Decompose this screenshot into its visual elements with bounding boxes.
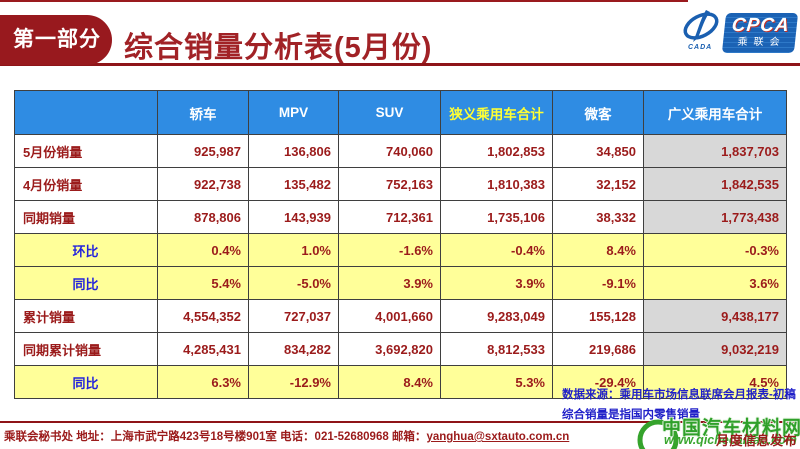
table-cell: 8.4% (338, 365, 441, 399)
table-cell: 32,152 (552, 167, 644, 201)
page-title: 综合销量分析表(5月份) (124, 32, 433, 64)
table-cell: 752,163 (338, 167, 441, 201)
table-cell: 9,283,049 (440, 299, 553, 333)
table-cell: 9,032,219 (643, 332, 787, 366)
table-cell: 5.4% (157, 266, 249, 300)
site-watermark: 中国汽车材料网 www.qichecailiao.com (632, 408, 800, 449)
watermark-site-url: www.qichecailiao.com (664, 433, 797, 447)
table-cell: 1.0% (248, 233, 339, 267)
column-header: 广义乘用车合计 (643, 90, 787, 135)
table-cell: -1.6% (338, 233, 441, 267)
section-badge: 第一部分 (0, 15, 112, 65)
cpca-logo-chinese: 乘联会 (736, 37, 787, 48)
cpca-logo-box: CPCA 乘联会 (721, 13, 799, 53)
column-header: MPV (248, 90, 339, 135)
cada-swoosh-icon (683, 10, 719, 42)
column-header: SUV (338, 90, 441, 135)
watermark-q-icon (637, 419, 680, 449)
row-label: 同期累计销量 (14, 332, 158, 366)
column-header: 微客 (552, 90, 644, 135)
table-cell: -29.4% (552, 365, 644, 399)
table-cell: 155,128 (552, 299, 644, 333)
data-source-line2: 综合销量是指国内零售销量 (562, 408, 700, 421)
table-cell: 1,773,438 (643, 200, 787, 234)
table-cell: 8,812,533 (440, 332, 553, 366)
sales-table: 轿车 MPV SUV 狭义乘用车合计 微客 广义乘用车合计 5月份销量 925,987 136… (14, 90, 787, 399)
table-cell: 38,332 (552, 200, 644, 234)
table-cell: 922,738 (157, 167, 249, 201)
table-header-row: 轿车 MPV SUV 狭义乘用车合计 微客 广义乘用车合计 (14, 90, 787, 135)
table-cell: 878,806 (157, 200, 249, 234)
table-cell: 34,850 (552, 134, 644, 168)
table-row: 环比 0.4% 1.0% -1.6% -0.4% 8.4% -0.3% (14, 233, 787, 267)
footer-contact-text: 乘联会秘书处 地址：上海市武宁路423号18号楼901室 电话：021-5268… (4, 431, 427, 443)
table-cell: 4,554,352 (157, 299, 249, 333)
table-cell: 1,802,853 (440, 134, 553, 168)
row-label: 环比 (14, 233, 158, 267)
table-row: 同比 5.4% -5.0% 3.9% 3.9% -9.1% 3.6% (14, 266, 787, 300)
table-row: 4月份销量 922,738 135,482 752,163 1,810,383 32,15… (14, 167, 787, 201)
table-cell: 219,686 (552, 332, 644, 366)
table-cell: -9.1% (552, 266, 644, 300)
table-cell: 135,482 (248, 167, 339, 201)
email-link[interactable]: yanghua@sxtauto.com.cn (426, 431, 570, 443)
table-cell: 9,438,177 (643, 299, 787, 333)
table-cell: 1,842,535 (643, 167, 787, 201)
table-cell: 834,282 (248, 332, 339, 366)
table-cell: 143,939 (248, 200, 339, 234)
table-cell: 1,735,106 (440, 200, 553, 234)
table-cell: 4,285,431 (157, 332, 249, 366)
table-cell: 6.3% (157, 365, 249, 399)
table-cell: 712,361 (338, 200, 441, 234)
footer-contact: 乘联会秘书处 地址：上海市武宁路423号18号楼901室 电话：021-5268… (4, 428, 569, 444)
row-label: 同比 (14, 266, 158, 300)
data-source-note: 数据来源：乘用车市场信息联席会月报表-初稿 综合销量是指国内零售销量 (562, 386, 798, 425)
table-row: 5月份销量 925,987 136,806 740,060 1,802,853 34,85… (14, 134, 787, 168)
table-row: 同期累计销量 4,285,431 834,282 3,692,820 8,812,533… (14, 332, 787, 366)
row-label: 4月份销量 (14, 167, 158, 201)
table-row: 累计销量 4,554,352 727,037 4,001,660 9,283,049 15… (14, 299, 787, 333)
table-cell: 3.9% (440, 266, 553, 300)
table-cell: -5.0% (248, 266, 339, 300)
data-source-line1: 数据来源：乘用车市场信息联席会月报表-初稿 (562, 389, 796, 401)
cpca-logo-text: CPCA (730, 15, 791, 36)
table-cell: 5.3% (440, 365, 553, 399)
table-cell: 136,806 (248, 134, 339, 168)
row-label: 同比 (14, 365, 158, 399)
row-label: 同期销量 (14, 200, 158, 234)
table-row: 同期销量 878,806 143,939 712,361 1,735,106 38,332… (14, 200, 787, 234)
watermark-site-name: 中国汽车材料网 (662, 418, 800, 439)
footer-divider (0, 421, 800, 423)
table-cell: 740,060 (338, 134, 441, 168)
table-cell: 4.5% (643, 365, 787, 399)
table-cell: 3,692,820 (338, 332, 441, 366)
table-row: 同比 6.3% -12.9% 8.4% 5.3% -29.4% 4.5% (14, 365, 787, 399)
section-badge-label: 第一部分 (13, 28, 101, 51)
monthly-release-label: 月度信息发布 (715, 433, 797, 448)
table-cell: 0.4% (157, 233, 249, 267)
cada-label: CADA (688, 44, 713, 51)
table-cell: 727,037 (248, 299, 339, 333)
column-header: 轿车 (157, 90, 249, 135)
row-label: 5月份销量 (14, 134, 158, 168)
table-cell: 4,001,660 (338, 299, 441, 333)
table-cell: -0.3% (643, 233, 787, 267)
table-cell: 3.9% (338, 266, 441, 300)
row-label: 累计销量 (14, 299, 158, 333)
table-cell: -0.4% (440, 233, 553, 267)
cpca-logo: CADA CPCA 乘联会 (680, 6, 799, 58)
table-cell: 1,837,703 (643, 134, 787, 168)
table-cell: 1,810,383 (440, 167, 553, 201)
column-header: 狭义乘用车合计 (440, 90, 553, 135)
top-divider (0, 0, 688, 2)
column-header-empty (14, 90, 158, 135)
title-divider (0, 63, 800, 66)
table-cell: 8.4% (552, 233, 644, 267)
table-cell: 3.6% (643, 266, 787, 300)
table-cell: -12.9% (248, 365, 339, 399)
table-cell: 925,987 (157, 134, 249, 168)
